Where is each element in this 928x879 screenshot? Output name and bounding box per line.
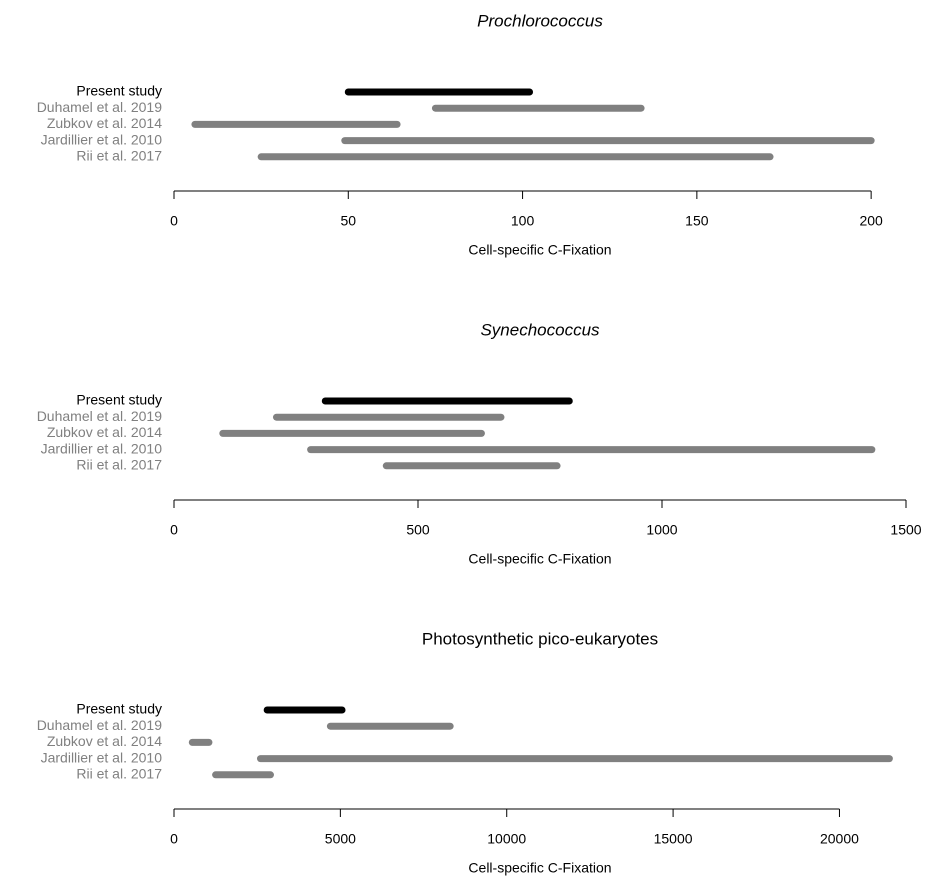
x-axis-label: Cell-specific C-Fixation	[468, 551, 611, 567]
category-label: Present study	[76, 83, 162, 99]
x-tick-label: 200	[859, 213, 883, 229]
category-label: Duhamel et al. 2019	[37, 717, 163, 733]
x-tick-label: 100	[511, 213, 535, 229]
category-label: Zubkov et al. 2014	[47, 424, 162, 440]
category-label: Duhamel et al. 2019	[37, 99, 163, 115]
x-tick-label: 0	[170, 213, 178, 229]
x-tick-label: 50	[340, 213, 356, 229]
x-tick-label: 1500	[890, 522, 921, 538]
x-axis-label: Cell-specific C-Fixation	[468, 860, 611, 876]
x-tick-label: 10000	[487, 831, 526, 847]
x-tick-label: 0	[170, 831, 178, 847]
category-label: Present study	[76, 701, 162, 717]
x-tick-label: 150	[685, 213, 709, 229]
category-label: Zubkov et al. 2014	[47, 115, 162, 131]
category-label: Rii et al. 2017	[76, 457, 162, 473]
category-label: Present study	[76, 392, 162, 408]
chart-title: Photosynthetic pico-eukaryotes	[422, 629, 658, 648]
x-tick-label: 15000	[654, 831, 693, 847]
chart-title: Prochlorococcus	[477, 11, 603, 30]
x-tick-label: 500	[406, 522, 430, 538]
chart-title: Synechococcus	[480, 320, 600, 339]
category-label: Rii et al. 2017	[76, 766, 162, 782]
category-label: Jardillier et al. 2010	[41, 749, 163, 765]
category-label: Zubkov et al. 2014	[47, 733, 162, 749]
category-label: Duhamel et al. 2019	[37, 408, 163, 424]
x-tick-label: 20000	[820, 831, 859, 847]
category-label: Jardillier et al. 2010	[41, 131, 163, 147]
x-axis-label: Cell-specific C-Fixation	[468, 242, 611, 258]
x-tick-label: 1000	[646, 522, 677, 538]
category-label: Rii et al. 2017	[76, 148, 162, 164]
x-tick-label: 0	[170, 522, 178, 538]
x-tick-label: 5000	[325, 831, 356, 847]
category-label: Jardillier et al. 2010	[41, 440, 163, 456]
